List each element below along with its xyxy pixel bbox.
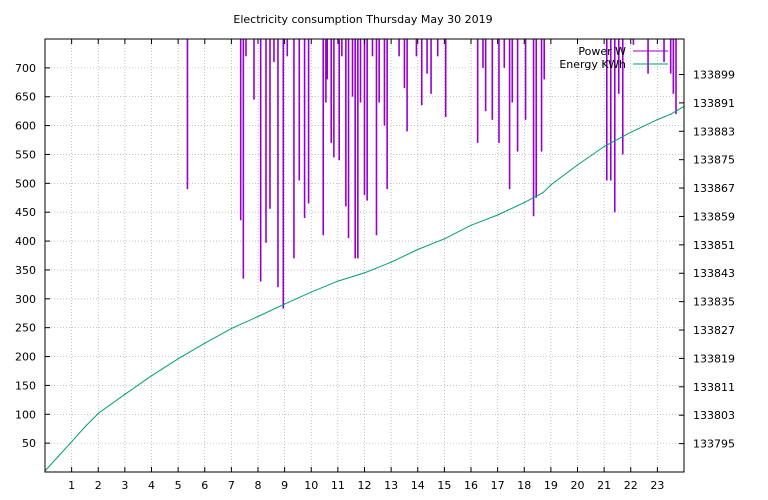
y2-tick-label: 133899 (693, 68, 735, 81)
energy-point (363, 272, 366, 274)
energy-point (576, 164, 579, 166)
x-tick-label: 10 (304, 479, 318, 492)
energy-point (337, 280, 339, 282)
energy-point (470, 224, 472, 226)
y-tick-label: 550 (15, 148, 36, 161)
energy-point (177, 358, 179, 360)
plot-area (44, 39, 685, 472)
y2-tick-label: 133891 (693, 97, 735, 110)
energy-point (630, 131, 632, 133)
x-tick-label: 5 (175, 479, 182, 492)
energy-point (71, 441, 73, 443)
x-tick-label: 13 (384, 479, 398, 492)
x-tick-label: 21 (597, 479, 611, 492)
grid-lines (45, 39, 684, 472)
x-tick-label: 2 (95, 479, 102, 492)
energy-point (257, 315, 259, 318)
x-tick-label: 18 (517, 479, 531, 492)
energy-point (497, 214, 499, 216)
power-series (186, 39, 677, 309)
y-tick-label: 650 (15, 91, 36, 104)
y-tick-label: 350 (15, 264, 36, 277)
energy-point (230, 328, 232, 330)
y-tick-label: 500 (15, 177, 36, 190)
legend-label-power: Power W (578, 45, 626, 58)
x-tick-label: 12 (358, 479, 372, 492)
energy-point (204, 342, 206, 344)
energy-point (670, 113, 672, 115)
energy-point (542, 192, 544, 194)
x-tick-label: 4 (148, 479, 155, 492)
y-tick-label: 700 (15, 62, 36, 75)
x-tick-label: 20 (571, 479, 585, 492)
energy-point (57, 455, 59, 457)
energy-point (656, 118, 658, 121)
y2-tick-label: 133795 (693, 438, 735, 451)
y-tick-label: 150 (15, 379, 36, 392)
y-tick-label: 300 (15, 293, 36, 306)
x-tick-label: 14 (411, 479, 425, 492)
energy-point (603, 145, 605, 148)
legend-label-energy: Energy KWh (559, 58, 626, 71)
energy-point (417, 248, 419, 251)
energy-point (124, 393, 126, 395)
y-tick-label: 450 (15, 206, 36, 219)
energy-point (310, 291, 312, 293)
y2-tick-label: 133819 (693, 352, 735, 365)
y2-tick-label: 133835 (693, 296, 735, 309)
x-tick-label: 11 (331, 479, 345, 492)
x-tick-label: 16 (464, 479, 478, 492)
energy-point (550, 184, 552, 186)
x-tick-label: 7 (228, 479, 235, 492)
x-tick-label: 3 (121, 479, 128, 492)
energy-series (44, 105, 685, 472)
energy-point (523, 202, 525, 204)
legend: Power W Energy KWh (559, 45, 668, 71)
energy-point (443, 238, 445, 240)
y2-tick-label: 133811 (693, 381, 735, 394)
y2-tick-label: 133843 (693, 267, 735, 280)
x-tick-label: 17 (491, 479, 505, 492)
chart-title: Electricity consumption Thursday May 30 … (233, 13, 492, 26)
axes: 1 2 3 4 5 6 7 8 9 10 11 12 13 14 15 16 17 18 19 20 21 22 23501… (15, 39, 735, 492)
y-tick-label: 200 (15, 351, 36, 364)
y2-tick-label: 133875 (693, 154, 735, 167)
energy-point (84, 426, 86, 428)
y2-tick-label: 133803 (693, 409, 735, 422)
energy-point (150, 375, 153, 377)
x-tick-label: 23 (650, 479, 664, 492)
energy-point (97, 412, 99, 415)
y-tick-label: 400 (15, 235, 36, 248)
x-tick-label: 8 (255, 479, 262, 492)
x-tick-label: 9 (281, 479, 288, 492)
y-tick-label: 100 (15, 408, 36, 421)
x-tick-label: 1 (68, 479, 75, 492)
y2-tick-label: 133851 (693, 239, 735, 252)
y2-tick-label: 133867 (693, 182, 735, 195)
y2-tick-label: 133883 (693, 125, 735, 138)
y-tick-label: 600 (15, 120, 36, 133)
y-tick-label: 50 (22, 437, 36, 450)
energy-point (284, 303, 286, 305)
y-tick-label: 250 (15, 322, 36, 335)
y2-tick-label: 133859 (693, 210, 735, 223)
energy-point (390, 261, 392, 263)
x-tick-label: 15 (437, 479, 451, 492)
x-tick-label: 22 (624, 479, 638, 492)
x-tick-label: 19 (544, 479, 558, 492)
x-tick-label: 6 (201, 479, 208, 492)
y2-tick-label: 133827 (693, 324, 735, 337)
